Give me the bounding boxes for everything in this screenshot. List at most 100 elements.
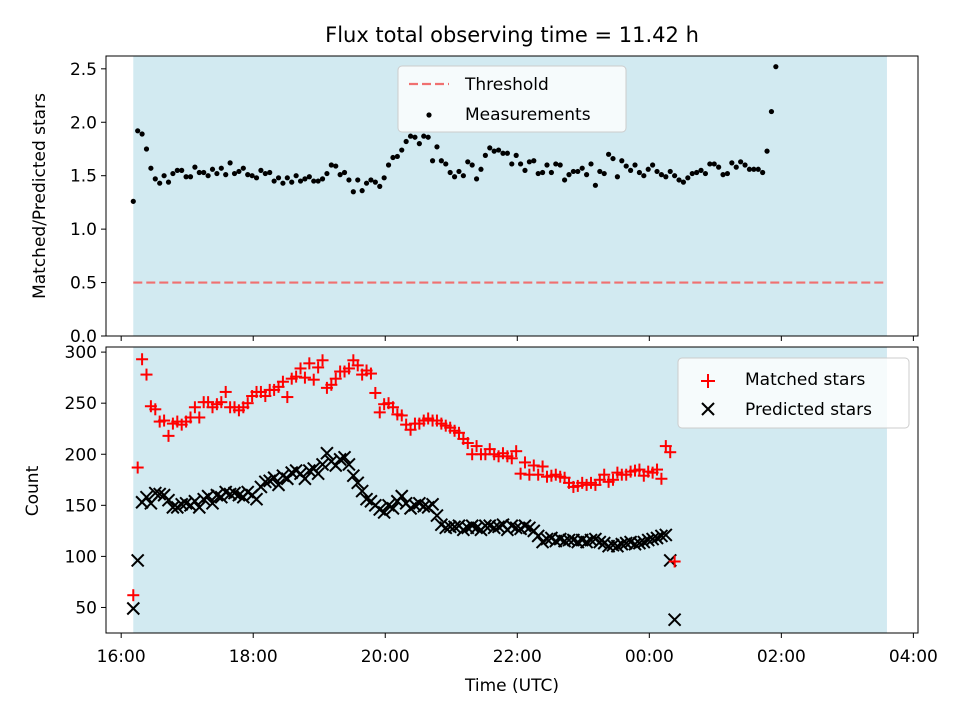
matched-star-point	[136, 353, 149, 366]
measurement-point	[768, 108, 775, 115]
matched-star-point	[651, 463, 664, 476]
predicted-star-point	[249, 492, 264, 506]
predicted-star-point	[430, 508, 444, 523]
measurement-point	[456, 168, 462, 175]
matched-star-point	[452, 426, 465, 439]
matched-star-point	[659, 440, 672, 453]
matched-star-point	[131, 461, 144, 474]
measurement-point	[399, 147, 405, 153]
bottom-y-tick-label: 250	[65, 394, 97, 414]
predicted-star-point	[610, 539, 625, 553]
measurement-point	[451, 174, 458, 180]
matched-star-point	[351, 359, 364, 372]
measurement-point	[751, 166, 757, 172]
measurements-legend-swatch	[426, 112, 432, 118]
measurement-point	[297, 178, 304, 184]
matched-star-point	[518, 456, 531, 469]
measurement-point	[773, 64, 779, 70]
bottom-y-tick-label: 300	[65, 343, 97, 363]
predicted-star-point	[650, 531, 664, 545]
measurement-point	[443, 161, 449, 167]
measurement-point	[478, 166, 484, 172]
measurement-point	[201, 169, 207, 176]
matched-star-point	[668, 555, 681, 568]
measurement-point	[645, 166, 651, 172]
measurement-point	[707, 161, 713, 167]
measurement-point	[139, 131, 145, 137]
predicted-star-point	[632, 536, 647, 550]
measurement-point	[236, 168, 242, 175]
measurement-point	[289, 179, 295, 185]
count-panel: 50 100 150 200 250 300 16:00 18:00 20:00 22:00 00…	[23, 343, 938, 696]
measurement-point	[337, 172, 343, 178]
predicted-star-point	[491, 520, 506, 534]
measurement-point	[566, 172, 572, 178]
measurement-point	[385, 162, 392, 168]
measurement-point	[764, 148, 770, 154]
matched-star-point	[325, 378, 338, 391]
measurement-point	[663, 174, 669, 180]
bottom-y-tick-label: 150	[65, 496, 97, 516]
matched-star-point	[536, 460, 549, 473]
matched-star-point	[140, 368, 153, 381]
measurement-point	[588, 161, 594, 167]
matched-star-point	[532, 468, 545, 481]
matched-star-point	[219, 385, 232, 398]
predicted-star-point	[126, 601, 140, 616]
measurement-point	[513, 152, 519, 158]
measurement-point	[390, 154, 396, 161]
predicted-star-point	[232, 488, 246, 502]
measurement-point	[240, 165, 246, 171]
matched-star-point	[298, 371, 311, 384]
measurement-point	[746, 166, 753, 172]
measurement-point	[434, 144, 440, 150]
measurement-point	[161, 173, 167, 179]
bottom-y-tick-label: 200	[65, 445, 97, 465]
measurement-point	[711, 161, 717, 167]
measurement-point	[465, 159, 471, 165]
measurement-point	[610, 155, 616, 162]
top-y-axis-label: Matched/Predicted stars	[30, 93, 50, 299]
measurement-point	[469, 162, 475, 168]
matched-star-point	[510, 445, 523, 458]
measurement-point	[539, 169, 546, 176]
measurement-point	[267, 169, 273, 176]
measurement-point	[227, 160, 233, 166]
predicted-star-point	[465, 519, 479, 533]
predicted-star-point	[505, 519, 519, 533]
measurement-point	[377, 183, 383, 189]
measurement-point	[302, 176, 308, 182]
predicted-star-point	[346, 468, 361, 483]
measurement-point	[636, 169, 643, 176]
measurement-point	[311, 178, 317, 184]
top-y-tick-label: 1.0	[70, 220, 97, 240]
measurement-point	[293, 173, 299, 179]
measurement-point	[205, 173, 211, 179]
predicted-legend-swatch	[701, 402, 715, 416]
matched-star-point	[215, 396, 228, 409]
matched-star-point	[193, 411, 206, 424]
predicted-star-point	[637, 535, 651, 549]
top-plot-frame	[105, 55, 919, 337]
predicted-star-point	[456, 523, 471, 537]
predicted-star-point	[320, 446, 334, 460]
measurement-point	[650, 162, 656, 168]
matched-star-point	[307, 373, 320, 386]
measurement-point	[495, 147, 502, 153]
measurement-point	[425, 134, 431, 140]
measurement-point	[130, 198, 136, 204]
bottom-y-tick-label: 50	[75, 598, 97, 618]
matched-star-point	[664, 446, 677, 459]
predicted-star-point	[271, 478, 286, 492]
measurement-point	[676, 177, 682, 183]
predicted-star-point	[654, 529, 669, 543]
measurement-point	[394, 153, 400, 160]
measurement-point	[280, 180, 286, 186]
bottom-plot-frame	[105, 346, 919, 634]
measurement-point	[557, 162, 563, 168]
predicted-star-point	[425, 497, 440, 512]
measurement-point	[553, 161, 559, 167]
predicted-star-point	[667, 613, 682, 627]
matched-star-point	[316, 354, 329, 367]
measurement-point	[482, 152, 488, 158]
